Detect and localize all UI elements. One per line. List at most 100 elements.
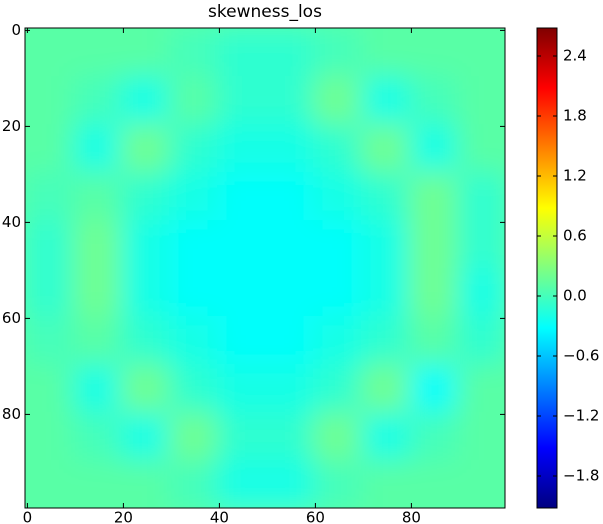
colorbar-tick-label: 0.6	[563, 227, 587, 245]
x-tick-label: 0	[23, 509, 33, 524]
cell	[169, 316, 218, 365]
cell	[73, 76, 122, 125]
cell	[217, 268, 266, 317]
y-tick-label: 60	[2, 309, 21, 327]
cell	[313, 316, 362, 365]
cell	[73, 412, 122, 461]
cell	[313, 364, 362, 413]
cell	[217, 460, 266, 508]
y-tick-label: 0	[11, 21, 21, 39]
cell	[361, 460, 410, 508]
cell	[265, 412, 314, 461]
cell	[121, 364, 170, 413]
cell	[361, 364, 410, 413]
cell	[409, 316, 458, 365]
colorbar-tick-label: −1.8	[563, 467, 599, 485]
y-tick-label: 20	[2, 117, 21, 135]
colorbar	[536, 27, 558, 509]
x-tick-label: 40	[210, 509, 229, 524]
cell	[169, 124, 218, 173]
colorbar-tick-label: 2.4	[563, 47, 587, 65]
cell	[73, 316, 122, 365]
cell	[25, 124, 74, 173]
cell	[217, 172, 266, 221]
cell	[121, 268, 170, 317]
plot-frame	[24, 27, 506, 509]
cell	[73, 28, 122, 77]
cell	[457, 28, 505, 77]
cell	[313, 268, 362, 317]
cell	[265, 124, 314, 173]
cell	[361, 220, 410, 269]
chart-title: skewness_los	[208, 2, 322, 22]
cell	[361, 268, 410, 317]
x-tick-label: 80	[402, 509, 421, 524]
cell	[217, 412, 266, 461]
cell	[121, 220, 170, 269]
cell	[217, 220, 266, 269]
cell	[121, 172, 170, 221]
cell	[265, 76, 314, 125]
cell	[169, 220, 218, 269]
cell	[265, 172, 314, 221]
cell	[313, 76, 362, 125]
cell	[121, 124, 170, 173]
cell	[73, 364, 122, 413]
cell	[265, 364, 314, 413]
y-tick-label: 80	[2, 405, 21, 423]
cell	[217, 28, 266, 77]
cell	[409, 28, 458, 77]
cell	[73, 124, 122, 173]
cell	[169, 28, 218, 77]
cell	[217, 124, 266, 173]
cell	[217, 76, 266, 125]
cell	[217, 364, 266, 413]
cell	[457, 220, 505, 269]
cell	[169, 460, 218, 508]
cell	[73, 460, 122, 508]
cell	[361, 412, 410, 461]
colorbar-tick-label: −0.6	[563, 347, 599, 365]
cell	[409, 268, 458, 317]
cell	[121, 460, 170, 508]
colorbar-tick-label: 0.0	[563, 287, 587, 305]
cell	[457, 412, 505, 461]
cell	[25, 172, 74, 221]
x-tick-label: 20	[114, 509, 133, 524]
colorbar-tick-label: 1.8	[563, 107, 587, 125]
cell	[409, 364, 458, 413]
y-tick-label: 40	[2, 213, 21, 231]
cell	[25, 460, 74, 508]
cell	[265, 316, 314, 365]
cell	[73, 220, 122, 269]
cell	[361, 172, 410, 221]
cell	[265, 220, 314, 269]
cell	[25, 268, 74, 317]
cell	[169, 412, 218, 461]
cell	[457, 364, 505, 413]
x-tick-label: 60	[306, 509, 325, 524]
cell	[361, 28, 410, 77]
cell	[25, 364, 74, 413]
cell	[457, 268, 505, 317]
cell	[265, 460, 314, 508]
cell	[313, 220, 362, 269]
cell	[409, 172, 458, 221]
cell	[457, 316, 505, 365]
cell	[313, 28, 362, 77]
cell	[265, 28, 314, 77]
cell	[313, 172, 362, 221]
cell	[313, 412, 362, 461]
colorbar-tick-label: 1.2	[563, 167, 587, 185]
cell	[457, 172, 505, 221]
cell	[361, 76, 410, 125]
cell	[361, 124, 410, 173]
cell	[409, 220, 458, 269]
heatmap	[25, 28, 505, 508]
cell	[25, 28, 74, 77]
cell	[169, 268, 218, 317]
cell	[25, 316, 74, 365]
cell	[25, 412, 74, 461]
cell	[217, 316, 266, 365]
